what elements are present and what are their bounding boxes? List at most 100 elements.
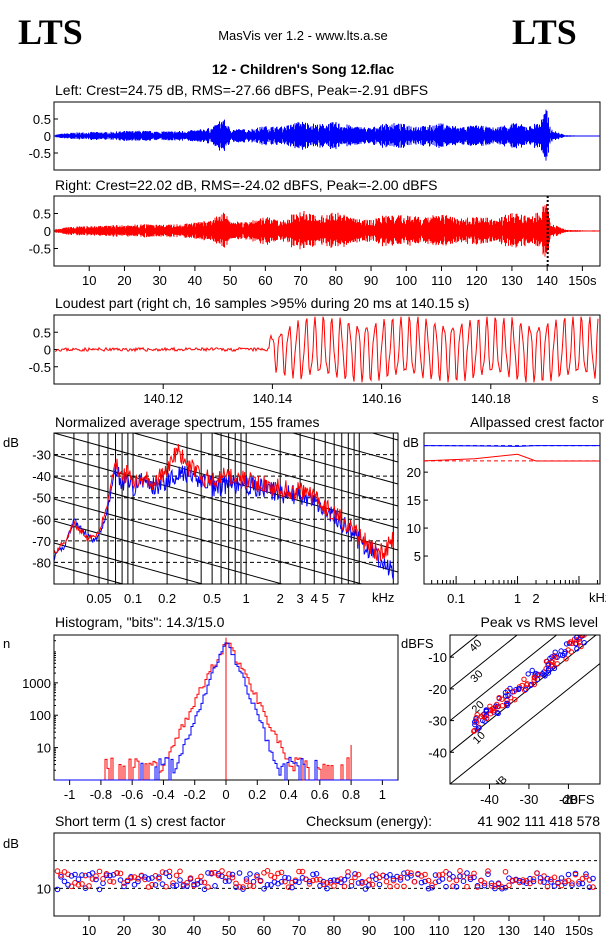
- short-crest-point: [345, 873, 351, 879]
- short-crest-point: [341, 883, 348, 890]
- peak-rms-point: [499, 696, 505, 702]
- x-tick-label: 40: [188, 273, 202, 288]
- short-crest-point: [310, 871, 316, 878]
- short-crest-point: [439, 876, 446, 882]
- short-crest-point: [159, 869, 166, 875]
- x-tick-label: 20: [117, 273, 131, 288]
- short-crest-point: [429, 884, 435, 891]
- short-crest-point: [58, 874, 64, 880]
- short-crest-point: [359, 880, 365, 886]
- peak-rms-point: [483, 713, 489, 719]
- short-crest-point: [464, 883, 470, 890]
- waveform-series: [54, 109, 599, 161]
- short-crest-point: [551, 883, 558, 889]
- short-crest-point: [233, 880, 239, 887]
- short-crest-point: [219, 873, 225, 880]
- right-waveform-plot: 0.5 0 -0.5 10 20 30 40 50 60 70 80 90 100 110 120 130 14…: [29, 195, 601, 288]
- crest-line-label: 0 dB: [485, 774, 509, 798]
- loudest-xlabel: s: [592, 391, 599, 406]
- short-crest-point: [432, 879, 439, 886]
- x-tick-label: 140.14: [253, 391, 293, 406]
- y-tick-label: 0: [44, 129, 51, 144]
- short-crest-point: [212, 883, 218, 889]
- short-crest-point: [565, 871, 572, 878]
- x-tick-label: 140.18: [471, 391, 511, 406]
- short-crest-point: [474, 884, 481, 890]
- crest-diagonal: [450, 662, 600, 784]
- short-crest-point: [177, 868, 183, 875]
- x-tick-label: 100: [395, 273, 417, 288]
- short-crest-point: [548, 879, 554, 885]
- allpass-right-series: [423, 453, 600, 462]
- short-crest-point: [530, 878, 537, 885]
- short-crest-point: [569, 880, 575, 886]
- x-tick-label: 140: [533, 923, 555, 938]
- y-tick-label: -30: [428, 714, 447, 729]
- y-tick-label: -0.5: [29, 242, 51, 257]
- x-tick-label: 0.5: [203, 591, 221, 606]
- short-crest-point: [79, 881, 85, 887]
- short-crest-plot: 10 10 20 30 40 50 60 70 80 90 100 110 120 130 140 150s: [37, 832, 601, 938]
- short-crest-point: [233, 884, 239, 891]
- x-tick-label: 0.1: [124, 591, 142, 606]
- peak-rms-point: [554, 661, 560, 667]
- spectrum-ylabel: dB: [3, 435, 19, 450]
- short-crest-point: [544, 875, 551, 882]
- x-tick-label: 0.1: [447, 591, 465, 606]
- short-crest-point: [264, 868, 271, 874]
- short-crest-point: [313, 876, 320, 883]
- short-crest-point: [166, 873, 173, 880]
- lts-logo-left: LTS: [18, 12, 83, 52]
- peak-rms-title: Peak vs RMS level: [481, 614, 598, 630]
- x-tick-label: 100: [393, 923, 415, 938]
- short-crest-point: [145, 876, 152, 882]
- x-tick-label: 130: [498, 923, 520, 938]
- short-crest-point: [551, 874, 558, 881]
- short-crest-point: [439, 871, 446, 878]
- track-title: 12 - Children's Song 12.flac: [212, 61, 394, 77]
- short-crest-point: [520, 877, 526, 883]
- x-tick-label: 1: [514, 591, 521, 606]
- short-crest-point: [93, 876, 99, 883]
- x-tick-label: -0.8: [90, 787, 112, 802]
- short-crest-point: [450, 874, 456, 880]
- allpass-ylabel: dB: [403, 435, 419, 450]
- short-crest-point: [317, 882, 323, 889]
- short-crest-point: [121, 883, 127, 890]
- x-tick-label: 0.2: [158, 591, 176, 606]
- short-crest-point: [285, 875, 292, 881]
- short-crest-point: [152, 873, 159, 879]
- short-crest-point: [355, 871, 362, 878]
- y-tick-label: 15: [407, 493, 421, 508]
- short-crest-point: [583, 873, 589, 880]
- short-crest-point: [159, 881, 166, 887]
- short-crest-point: [478, 877, 484, 884]
- short-crest-point: [152, 882, 159, 888]
- y-tick-label: -60: [32, 512, 51, 527]
- short-crest-point: [306, 878, 313, 885]
- short-crest-point: [422, 871, 428, 878]
- peak-rms-point: [563, 656, 569, 662]
- peak-rms-point: [574, 646, 580, 652]
- x-tick-label: 150s: [568, 273, 597, 288]
- short-crest-point: [320, 878, 327, 885]
- peak-rms-point: [566, 640, 573, 646]
- peak-rms-point: [552, 649, 558, 655]
- slope-line: [54, 476, 398, 573]
- short-crest-point: [401, 883, 407, 890]
- short-crest-point: [429, 882, 435, 889]
- crest-line-label: 40: [467, 637, 484, 654]
- short-crest-point: [569, 882, 575, 889]
- short-crest-point: [271, 874, 278, 881]
- short-crest-point: [285, 884, 292, 891]
- y-tick-label: 100: [29, 708, 51, 723]
- short-crest-point: [310, 877, 316, 884]
- peak-rms-point: [471, 727, 478, 734]
- allpass-title: Allpassed crest factor: [470, 414, 604, 430]
- spectrum-right-series: [54, 443, 394, 562]
- crest-diagonal: [450, 635, 597, 753]
- short-crest-point: [488, 880, 495, 887]
- y-tick-label: 5: [414, 549, 421, 564]
- short-crest-point: [198, 873, 204, 880]
- y-tick-label: 10: [407, 521, 421, 536]
